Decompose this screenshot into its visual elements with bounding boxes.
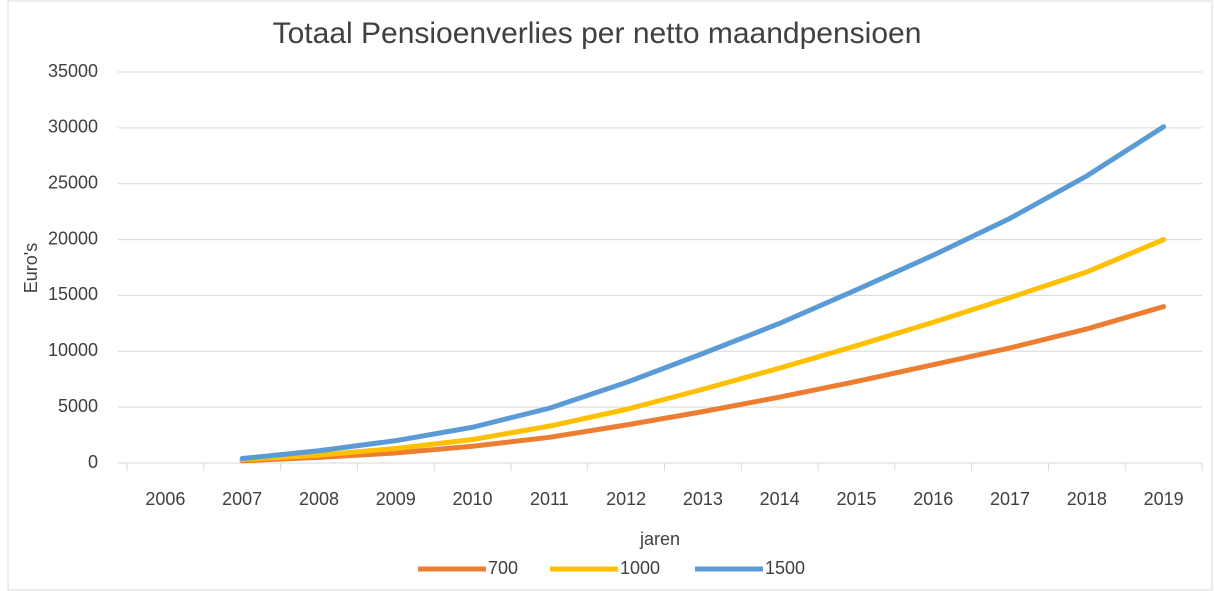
series-line <box>239 237 1167 463</box>
y-tick-label: 5000 <box>58 396 98 416</box>
x-tick-label: 2012 <box>606 489 646 509</box>
x-tick-label: 2013 <box>683 489 723 509</box>
chart-title: Totaal Pensioenverlies per netto maandpe… <box>273 17 922 50</box>
series-line <box>239 124 1167 462</box>
chart-frame <box>7 0 1213 591</box>
y-axis-label: Euro's <box>21 243 41 293</box>
x-tick-label: 2015 <box>836 489 876 509</box>
series-line <box>239 304 1167 464</box>
y-tick-label: 25000 <box>48 172 98 192</box>
legend-label: 1000 <box>620 558 660 578</box>
y-tick-label: 35000 <box>48 61 98 81</box>
x-tick-label: 2009 <box>376 489 416 509</box>
x-tick-label: 2018 <box>1067 489 1107 509</box>
y-tick-label: 0 <box>88 452 98 472</box>
x-tick-label: 2017 <box>990 489 1030 509</box>
x-tick-label: 2014 <box>760 489 800 509</box>
x-tick-label: 2016 <box>913 489 953 509</box>
legend-label: 1500 <box>765 558 805 578</box>
legend-label: 700 <box>488 558 518 578</box>
x-axis-label: jaren <box>639 529 680 549</box>
x-tick-label: 2006 <box>145 489 185 509</box>
x-tick-label: 2010 <box>453 489 493 509</box>
y-tick-label: 20000 <box>48 228 98 248</box>
x-tick-label: 2008 <box>299 489 339 509</box>
y-tick-label: 15000 <box>48 284 98 304</box>
x-tick-label: 2007 <box>222 489 262 509</box>
y-tick-label: 30000 <box>48 117 98 137</box>
x-tick-label: 2011 <box>530 489 569 509</box>
x-tick-label: 2019 <box>1144 489 1184 509</box>
y-tick-label: 10000 <box>48 340 98 360</box>
